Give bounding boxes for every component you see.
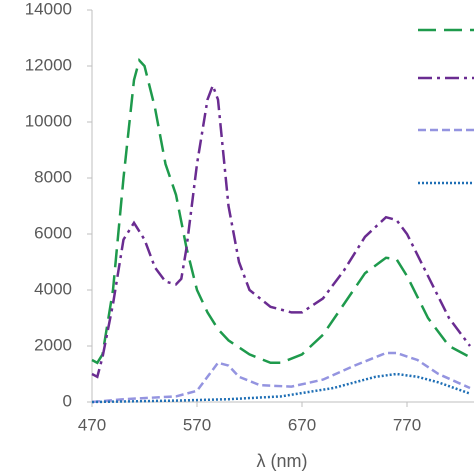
y-tick-label: 2000 <box>34 335 72 354</box>
x-tick-label: 470 <box>78 415 106 434</box>
series-line <box>91 82 471 379</box>
y-tick-label: 6000 <box>34 223 72 242</box>
y-tick-label: 12000 <box>25 55 72 74</box>
y-tick-label: 8000 <box>34 167 72 186</box>
x-tick-label: 670 <box>288 415 316 434</box>
series-line <box>91 351 471 404</box>
y-tick-label: 14000 <box>25 0 72 18</box>
x-axis-title: λ (nm) <box>257 451 308 471</box>
y-tick-label: 10000 <box>25 111 72 130</box>
x-tick-label: 570 <box>183 415 211 434</box>
y-tick-label: 4000 <box>34 279 72 298</box>
y-tick-label: 0 <box>63 391 72 410</box>
series-line <box>91 57 471 365</box>
series-line <box>91 372 471 404</box>
x-tick-label: 770 <box>393 415 421 434</box>
